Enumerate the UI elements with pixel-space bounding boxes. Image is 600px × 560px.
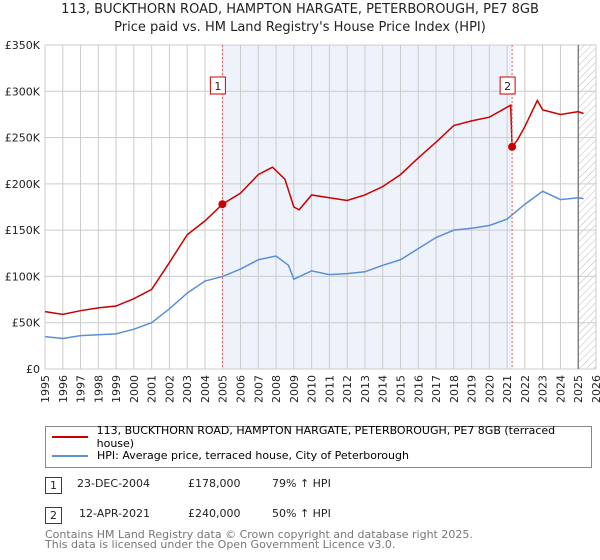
x-tick-label: 2025 [572, 375, 585, 403]
x-tick-label: 2000 [128, 375, 141, 403]
x-tick-label: 2019 [466, 375, 479, 403]
legend-swatch [52, 435, 88, 438]
x-tick-label: 2004 [199, 375, 212, 403]
sale-price: £178,000 [188, 477, 241, 490]
chart-subtitle: Price paid vs. HM Land Registry's House … [114, 20, 486, 35]
y-tick-label: £300K [5, 85, 41, 98]
sale-label-box [209, 76, 226, 95]
x-tick-label: 2005 [217, 375, 230, 403]
sale-label: 1 [214, 80, 221, 93]
x-tick-label: 2006 [235, 375, 248, 403]
legend: 113, BUCKTHORN ROAD, HAMPTON HARGATE, PE… [45, 424, 592, 468]
x-tick-label: 2008 [270, 375, 283, 403]
x-tick-label: 1996 [57, 375, 70, 403]
x-tick-label: 1998 [92, 375, 105, 403]
x-tick-label: 1999 [110, 375, 123, 403]
x-tick-label: 2022 [519, 375, 532, 403]
x-tick-label: 2015 [394, 375, 407, 403]
legend-swatch [52, 454, 88, 457]
sale-label-box [499, 76, 516, 95]
sale-hpi: 79% ↑ HPI [272, 477, 331, 490]
footer-line: Contains HM Land Registry data © Crown c… [45, 528, 473, 541]
x-tick-label: 2017 [430, 375, 443, 403]
x-tick-label: 2021 [501, 375, 514, 403]
sale-hpi: 50% ↑ HPI [272, 507, 331, 520]
x-tick-label: 2018 [448, 375, 461, 403]
y-tick-label: £200K [5, 178, 41, 191]
sale-point [218, 200, 227, 209]
x-tick-label: 2011 [323, 375, 336, 403]
footer: Contains HM Land Registry data © Crown c… [45, 528, 473, 551]
plot-area: 1995 1996 1997 1998 1999 2000 2001 2002 2003 2004… [5, 39, 600, 403]
x-tick-label: 2010 [306, 375, 319, 403]
x-tick-label: 2001 [146, 375, 159, 403]
x-tick-label: 2012 [341, 375, 354, 403]
x-tick-label: 2003 [181, 375, 194, 403]
legend-label: HPI: Average price, terraced house, City… [97, 449, 409, 462]
x-tick-label: 2014 [377, 375, 390, 403]
sale-date: 23-DEC-2004 [77, 477, 151, 490]
x-tick-label: 2002 [163, 375, 176, 403]
y-tick-label: £350K [5, 39, 41, 52]
x-tick-label: 2013 [359, 375, 372, 403]
x-tick-label: 2024 [554, 375, 567, 403]
sale-date: 12-APR-2021 [79, 507, 151, 520]
sale-period-shading [222, 45, 513, 369]
y-tick-label: £50K [12, 317, 41, 330]
x-tick-label: 2016 [412, 375, 425, 403]
y-tick-label: £0 [26, 363, 40, 376]
sale-badge: 1 [45, 477, 62, 494]
y-tick-label: £250K [5, 132, 41, 145]
x-tick-label: 2023 [537, 375, 550, 403]
sale-point [508, 142, 517, 151]
x-tick-label: 1995 [39, 375, 52, 403]
y-tick-label: £100K [5, 270, 41, 283]
series-line-property [44, 98, 584, 316]
forecast-hatch [578, 45, 596, 369]
legend-label: 113, BUCKTHORN ROAD, HAMPTON HARGATE, PE… [96, 423, 556, 450]
sale-price: £240,000 [188, 507, 241, 520]
series-line-hpi [44, 190, 584, 340]
y-tick-label: £150K [5, 224, 41, 237]
legend-item-property: 113, BUCKTHORN ROAD, HAMPTON HARGATE, PE… [46, 424, 591, 450]
x-tick-label: 2026 [590, 375, 600, 403]
x-tick-label: 1997 [75, 375, 88, 403]
footer-line: This data is licensed under the Open Gov… [45, 538, 396, 551]
sale-badge: 2 [45, 507, 62, 524]
x-tick-label: 2009 [288, 375, 301, 403]
x-tick-label: 2007 [252, 375, 265, 403]
x-tick-label: 2020 [483, 375, 496, 403]
chart-title: 113, BUCKTHORN ROAD, HAMPTON HARGATE, PE… [61, 2, 539, 17]
sale-label: 2 [504, 80, 511, 93]
legend-item-hpi: HPI: Average price, terraced house, City… [46, 446, 591, 465]
